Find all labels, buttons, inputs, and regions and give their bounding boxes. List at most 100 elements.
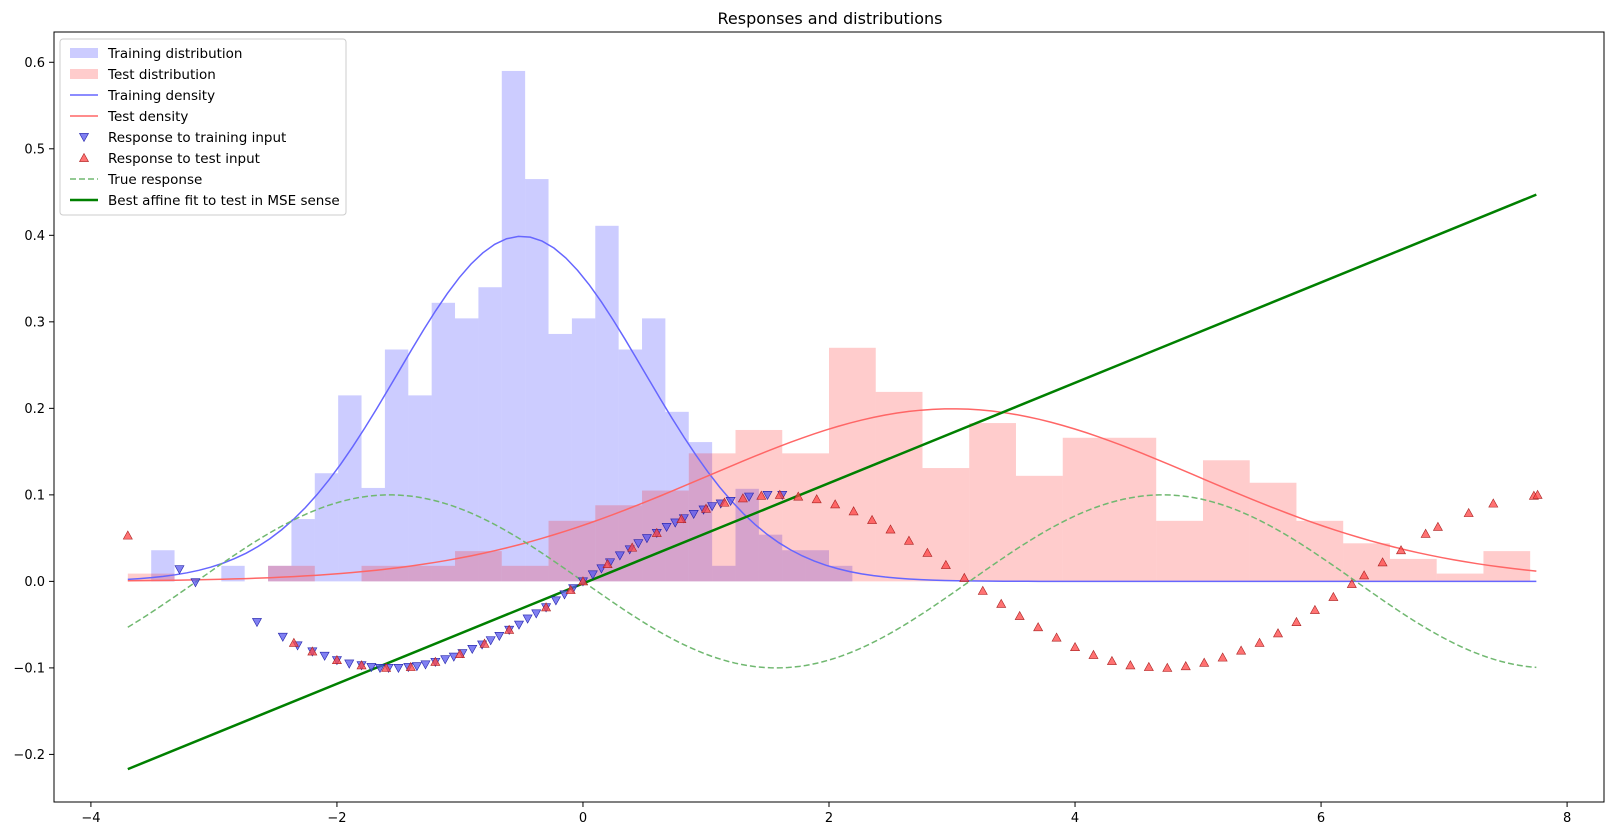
y-tick-label: 0.3 [24,315,45,330]
test-response-point [996,598,1007,608]
y-tick-label: 0.4 [24,229,45,244]
training-histogram-bar [455,318,479,582]
test-response-point [356,660,367,670]
test-response-point [676,513,687,523]
training-histogram-bar [665,411,689,582]
training-density-line [127,235,1537,583]
test-response-point [1488,498,1499,508]
training-histogram-bar [291,519,315,582]
training-response-point [531,609,542,619]
test-response-point [1346,578,1357,588]
test-response-point [1051,632,1062,642]
x-tick-label: 2 [825,811,833,826]
test-response-point [940,559,951,569]
test-response-point [1217,652,1228,662]
test-response-point [1463,507,1474,517]
test-response-point [1199,657,1210,667]
test-histogram-bar [268,565,315,582]
training-histogram-bar [408,395,432,582]
y-tick-label: 0.2 [24,402,45,417]
training-response-point [707,502,718,512]
training-response-point [725,497,736,507]
training-response-point [485,636,496,646]
training-response-point [744,492,755,502]
test-response-point [867,514,878,524]
training-response-point [661,522,672,532]
legend-swatch [70,69,98,79]
y-tick-label: −0.1 [13,661,45,676]
legend-label: Best affine fit to test in MSE sense [108,193,340,209]
legend-label: Response to test input [108,151,260,167]
training-histogram-bar [782,550,806,582]
test-response-point [331,654,342,665]
training-response-point [550,596,561,606]
training-response-point [277,632,288,642]
test-response-point [504,624,515,634]
true-response-line [127,494,1537,669]
test-response-point [430,656,441,666]
y-tick-label: 0.0 [24,575,45,590]
test-response-point [1143,661,1154,671]
y-tick-label: −0.2 [13,748,45,763]
test-response-point [1070,642,1081,652]
test-response-point [1254,637,1265,647]
x-tick-label: −4 [81,811,100,826]
legend-label: Test distribution [107,67,216,83]
training-histogram-bar [618,349,643,582]
test-histogram-bar [1389,558,1437,582]
training-histogram-bar [571,318,596,582]
test-response-point [1162,662,1173,672]
test-response-point [922,547,933,557]
x-tick-label: −2 [327,811,346,826]
x-tick-label: 6 [1317,811,1325,826]
training-histogram-bar [595,225,619,582]
training-response-point [688,509,699,520]
test-response-point [651,527,662,537]
training-histogram-bar [642,318,666,582]
training-response-point [190,578,201,588]
training-response-point [393,663,404,674]
training-response-point [319,651,330,661]
test-response-point [700,503,711,513]
training-histogram-bar [338,395,362,582]
test-response-point [793,491,804,501]
test-response-point [719,497,730,507]
training-histogram-bar [758,534,783,582]
training-response-point [411,662,422,672]
test-response-point [1532,489,1543,499]
test-histogram-bar [969,423,1016,582]
y-tick-label: 0.1 [24,488,45,503]
test-response-point [565,584,576,594]
training-response-point [366,663,377,673]
test-histogram-bar [1062,437,1110,582]
test-response-point [774,489,785,499]
test-histogram-bar [1015,475,1063,582]
legend-label: Test density [107,109,188,125]
test-response-point [756,490,767,500]
test-response-point [1014,610,1025,620]
training-histogram-bar [712,565,736,582]
legend-swatch [78,133,90,143]
training-response-point [522,614,533,624]
test-response-point [1180,661,1191,671]
y-tick-label: 0.5 [24,142,45,157]
training-histogram-bar [548,333,572,582]
training-response-point [614,551,625,561]
training-response-point [670,518,681,528]
test-histogram-bar [875,391,923,582]
test-histogram-bar [501,565,549,582]
test-response-point [1377,557,1388,567]
test-histogram-bar [1436,573,1484,582]
training-histogram-bar [361,487,385,582]
test-response-point [122,530,133,540]
test-histogram-bar [1249,482,1297,582]
test-response-point [1309,604,1320,614]
training-histogram-bar [805,550,829,582]
legend: Training distribution Test distribution Tr… [59,38,347,216]
test-histogram-bar [408,565,456,582]
test-response-point [1432,521,1443,531]
test-response-point [1106,655,1117,665]
test-histogram-bar [455,551,502,582]
test-response-point [848,506,859,516]
test-response-point [811,494,822,504]
